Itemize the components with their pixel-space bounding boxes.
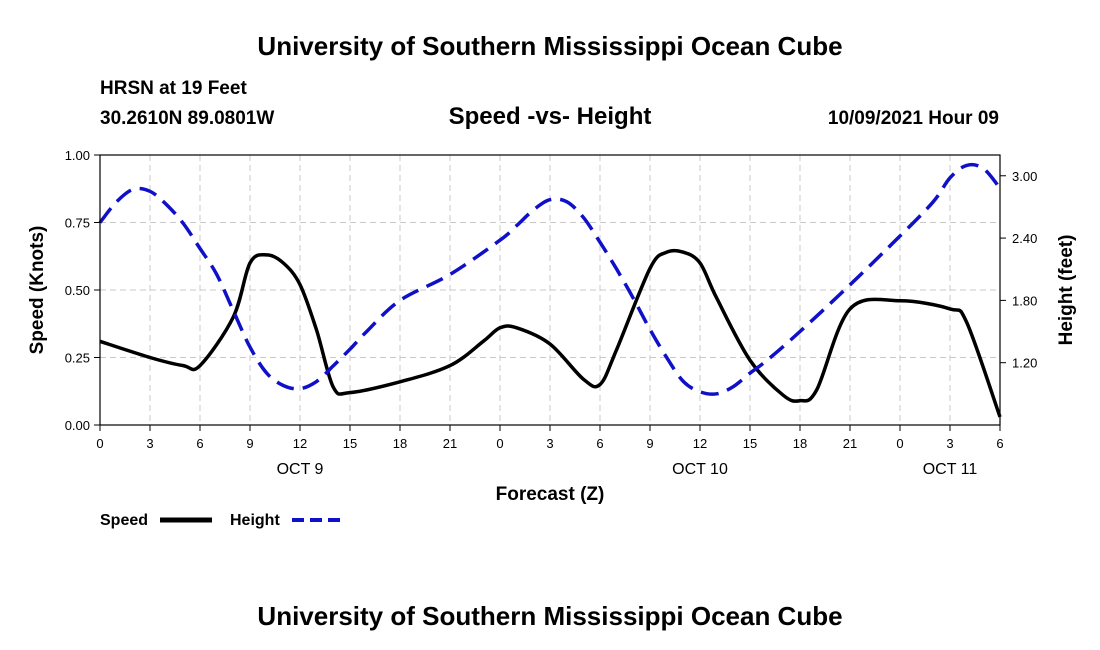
legend-height-label: Height	[230, 512, 280, 529]
axes: 0 3 6 9 12 15 18 21 0 3 6 9 12 15 18 21 0 3 6 0.00 0.25 0.50 0…	[65, 148, 1038, 478]
y2-axis-label: Height (feet)	[1056, 235, 1077, 346]
series-line-speed	[99, 248, 1002, 418]
x-tick-label: 6	[196, 436, 203, 451]
y2-tick-label: 1.20	[1012, 356, 1037, 371]
x-tick-label: 12	[293, 436, 307, 451]
x-axis-label: Forecast (Z)	[496, 484, 605, 505]
x-tick-label: 15	[743, 436, 757, 451]
y-tick-label: 0.25	[65, 351, 90, 366]
station-name: HRSN at 19 Feet	[100, 78, 247, 99]
x-tick-label: 18	[393, 436, 407, 451]
y-tick-label: 1.00	[65, 148, 90, 163]
station-coordinates: 30.2610N 89.0801W	[100, 108, 274, 129]
day-label: OCT 11	[923, 461, 978, 478]
x-tick-label: 21	[443, 436, 457, 451]
y-tick-label: 0.00	[65, 418, 90, 433]
x-tick-label: 3	[546, 436, 553, 451]
forecast-date: 10/09/2021 Hour 09	[828, 108, 999, 129]
x-tick-label: 3	[146, 436, 153, 451]
y2-tick-label: 1.80	[1012, 293, 1037, 308]
bottom-title: University of Southern Mississippi Ocean…	[257, 601, 842, 631]
x-tick-label: 9	[646, 436, 653, 451]
x-tick-label: 9	[246, 436, 253, 451]
x-tick-label: 0	[496, 436, 503, 451]
x-tick-label: 15	[343, 436, 357, 451]
day-label: OCT 10	[672, 461, 728, 478]
y-axis-label: Speed (Knots)	[27, 226, 48, 355]
series-line-height	[98, 162, 1002, 396]
x-tick-label: 3	[946, 436, 953, 451]
legend: Speed Height	[100, 512, 342, 529]
series-lines	[98, 162, 1002, 418]
x-tick-label: 12	[693, 436, 707, 451]
x-tick-label: 6	[996, 436, 1003, 451]
x-tick-label: 21	[843, 436, 857, 451]
legend-speed-label: Speed	[100, 512, 148, 529]
day-label: OCT 9	[277, 461, 324, 478]
top-title: University of Southern Mississippi Ocean…	[257, 31, 842, 61]
y2-tick-label: 3.00	[1012, 169, 1037, 184]
y2-tick-label: 2.40	[1012, 231, 1037, 246]
grid	[100, 155, 1000, 425]
x-tick-label: 0	[896, 436, 903, 451]
y-tick-label: 0.75	[65, 216, 90, 231]
chart-title: Speed -vs- Height	[449, 103, 652, 130]
x-tick-label: 18	[793, 436, 807, 451]
x-tick-label: 6	[596, 436, 603, 451]
x-tick-label: 0	[96, 436, 103, 451]
y-tick-label: 0.50	[65, 283, 90, 298]
